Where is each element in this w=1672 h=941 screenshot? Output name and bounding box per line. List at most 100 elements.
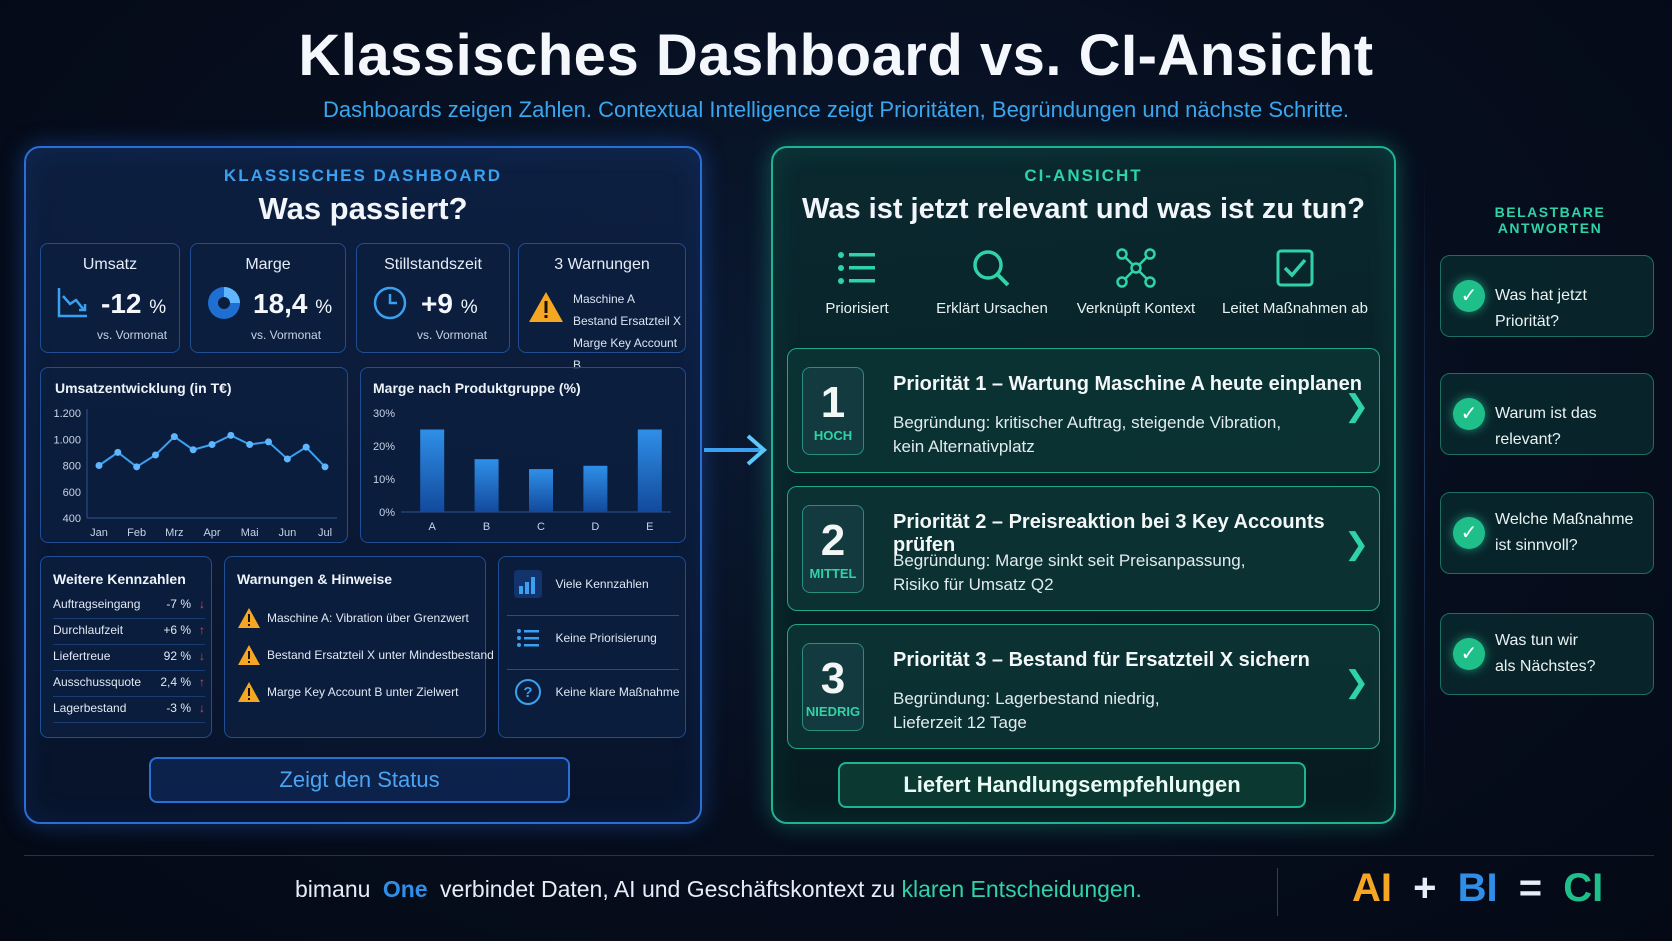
page-subtitle: Dashboards zeigen Zahlen. Contextual Int… [322, 97, 1350, 122]
arrow-up-icon: ↑ [199, 623, 205, 637]
series-line [98, 434, 326, 469]
issue-row: Keine Priorisierung [513, 623, 673, 653]
right-eyebrow: CI-ANSICHT [1024, 166, 1143, 185]
right-heading: Was ist jetzt relevant und was ist zu tu… [802, 193, 1365, 225]
x-tick-label: Jun [278, 527, 296, 539]
network-icon [1116, 248, 1156, 288]
answer-text: Was tun wir als Nächstes? [1495, 628, 1596, 680]
divider [1424, 160, 1425, 810]
x-tick-label: Feb [127, 527, 146, 539]
answer-line: ist sinnvoll? [1495, 537, 1578, 554]
priority-level: MITTEL [809, 566, 857, 581]
kpi-row-value: -7 % [166, 597, 191, 611]
y-tick-label: 400 [63, 513, 81, 525]
list-icon [517, 629, 539, 647]
hint-label: Maschine A: Vibration über Grenzwert [267, 611, 469, 625]
footer-highlight: klaren Entscheidungen. [901, 876, 1142, 902]
bar [420, 429, 445, 512]
issues-card: Viele Kennzahlen Keine Priorisierung ? K… [498, 556, 686, 738]
bar [637, 429, 662, 512]
chevron-right-icon[interactable]: ❯ [1344, 666, 1370, 699]
priority-card-3[interactable]: 3 NIEDRIG Priorität 3 – Bestand für Ersa… [787, 624, 1380, 749]
check-icon: ✓ [1453, 280, 1485, 312]
data-point [227, 431, 235, 439]
arrow-down-icon: ↓ [199, 701, 205, 715]
answer-card-3[interactable]: ✓ Welche Maßnahme ist sinnvoll? [1440, 492, 1654, 574]
kpi-card-umsatz[interactable]: Umsatz -12 % vs. Vormonat [40, 243, 180, 353]
arrow-down-icon: ↓ [199, 597, 205, 611]
hint-row: Marge Key Account B unter Zielwert [237, 679, 481, 709]
priority-reason: Begründung: Marge sinkt seit Preisanpass… [893, 549, 1245, 597]
hint-label: Bestand Ersatzteil X unter Mindestbestan… [267, 648, 494, 662]
arrow-up-icon: ↑ [199, 675, 205, 689]
feature-label: Leitet Maßnahmen ab [1222, 300, 1368, 317]
kpi-row-value: +6 % [163, 623, 191, 637]
priority-card-2[interactable]: 2 MITTEL Priorität 2 – Preisreaktion bei… [787, 486, 1380, 611]
recommendations-button[interactable]: Liefert Handlungsempfehlungen [838, 762, 1306, 808]
feature-connects: Verknüpft Kontext [1070, 248, 1202, 317]
x-tick-label: D [591, 521, 599, 533]
kpi-row-label: Liefertreue [53, 649, 111, 663]
hints-card: Warnungen & Hinweise Maschine A: Vibrati… [224, 556, 494, 738]
answer-text: Was hat jetzt Priorität? [1495, 283, 1653, 335]
x-tick-label: Jan [90, 527, 108, 539]
y-tick-label: 10% [373, 474, 395, 486]
priority-title: Priorität 3 – Bestand für Ersatzteil X s… [893, 649, 1310, 671]
checkbox-icon [1276, 249, 1314, 287]
kpi-card-stillstandszeit[interactable]: Stillstandszeit +9 % vs. Vormonat [356, 243, 510, 353]
x-tick-label: C [537, 521, 545, 533]
footer-divider [24, 855, 1654, 856]
kpi-sub: vs. Vormonat [97, 328, 168, 342]
pie-icon [208, 287, 240, 319]
formula-ai: AI [1352, 866, 1392, 910]
formula-bi: BI [1457, 866, 1498, 910]
warning-item: Maschine A [573, 292, 636, 306]
priority-badge: 2 MITTEL [802, 505, 864, 593]
bar [583, 465, 608, 512]
kpi-row-label: Ausschussquote [53, 675, 142, 689]
data-point [265, 438, 272, 446]
answer-line: Was tun wir [1495, 632, 1578, 649]
line-chart-card[interactable]: Umsatzentwicklung (in T€) 1.200 1.000 800 6… [40, 367, 348, 543]
hints-title: Warnungen & Hinweise [237, 571, 393, 587]
warning-icon [529, 292, 563, 322]
left-heading: Was passiert? [258, 191, 468, 226]
y-tick-label: 20% [373, 441, 395, 453]
kpi-card-warnungen[interactable]: 3 Warnungen Maschine A Bestand Ersatztei… [518, 243, 686, 372]
more-kpis-card: Weitere Kennzahlen Auftragseingang -7 % ↓ D… [40, 556, 212, 738]
kpi-sub: vs. Vormonat [251, 328, 322, 342]
priority-badge: 3 NIEDRIG [802, 643, 864, 731]
kpi-card-marge[interactable]: Marge 18,4 % vs. Vormonat [190, 243, 346, 353]
kpi-row-label: Auftragseingang [53, 597, 141, 611]
chevron-right-icon[interactable]: ❯ [1344, 390, 1370, 423]
issue-label: Keine klare Maßnahme [555, 685, 680, 699]
left-eyebrow: KLASSISCHES DASHBOARD [223, 166, 503, 185]
priority-card-1[interactable]: 1 HOCH Priorität 1 – Wartung Maschine A … [787, 348, 1380, 473]
hint-row: Maschine A: Vibration über Grenzwert [237, 605, 481, 635]
answer-card-4[interactable]: ✓ Was tun wir als Nächstes? [1440, 613, 1654, 695]
kpi-value: -12 % [101, 288, 167, 319]
priority-number: 2 [820, 516, 846, 565]
shows-status-button[interactable]: Zeigt den Status [149, 757, 570, 803]
line-chart: 1.200 1.000 800 600 400 Jan Feb Mrz Apr Mai Jun Jul [53, 408, 337, 539]
priority-badge: 1 HOCH [802, 367, 864, 455]
x-tick-label: Jul [318, 527, 332, 539]
bar [474, 459, 499, 512]
y-tick-label: 30% [373, 408, 395, 420]
hint-label: Marge Key Account B unter Zielwert [267, 685, 459, 699]
bar-chart-card[interactable]: Marge nach Produktgruppe (%) 30% 20% 10% 0%… [360, 367, 686, 543]
answers-eyebrow: BELASTBARE ANTWORTEN [1494, 204, 1606, 236]
kpi-row: Liefertreue 92 % ↓ [53, 649, 205, 671]
data-point [283, 455, 291, 463]
chevron-right-icon[interactable]: ❯ [1344, 528, 1370, 561]
footer-mid: verbindet Daten, AI und Geschäftskontext… [439, 876, 896, 902]
priority-reason: Begründung: Lagerbestand niedrig, Liefer… [893, 687, 1160, 735]
y-tick-label: 600 [63, 487, 81, 499]
answer-card-1[interactable]: ✓ Was hat jetzt Priorität? [1440, 255, 1654, 337]
data-point [302, 443, 310, 451]
x-tick-label: E [646, 521, 653, 533]
feature-label: Priorisiert [825, 300, 889, 317]
divider [1277, 868, 1278, 916]
kpi-value: +9 % [421, 288, 478, 319]
answer-card-2[interactable]: ✓ Warum ist das relevant? [1440, 373, 1654, 455]
